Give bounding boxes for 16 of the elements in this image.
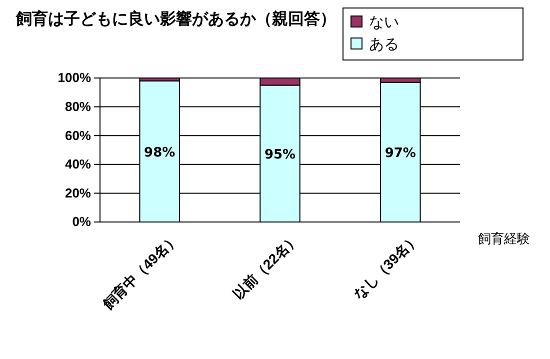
data-label: 97% [384, 146, 416, 162]
y-tick-label: 100% [58, 70, 92, 86]
data-label: 98% [144, 145, 176, 160]
chart-title: 飼育は子どもに良い影響があるか（親回答） [15, 9, 336, 28]
y-tick-label: 80% [64, 98, 92, 114]
legend-label: ない [369, 13, 399, 31]
x-tick-label: なし（39名） [350, 230, 422, 302]
x-tick-label: 以前（22名） [230, 230, 302, 302]
x-axis-title: 飼育経験 [478, 231, 530, 247]
y-tick-label: 0% [72, 214, 92, 230]
y-tick-label: 20% [64, 185, 92, 200]
legend-label: ある [369, 35, 399, 53]
y-tick-label: 40% [64, 156, 92, 172]
y-tick-label: 60% [64, 128, 92, 143]
data-label: 95% [264, 148, 296, 163]
x-tick-label: 飼育中（49名） [98, 230, 182, 313]
